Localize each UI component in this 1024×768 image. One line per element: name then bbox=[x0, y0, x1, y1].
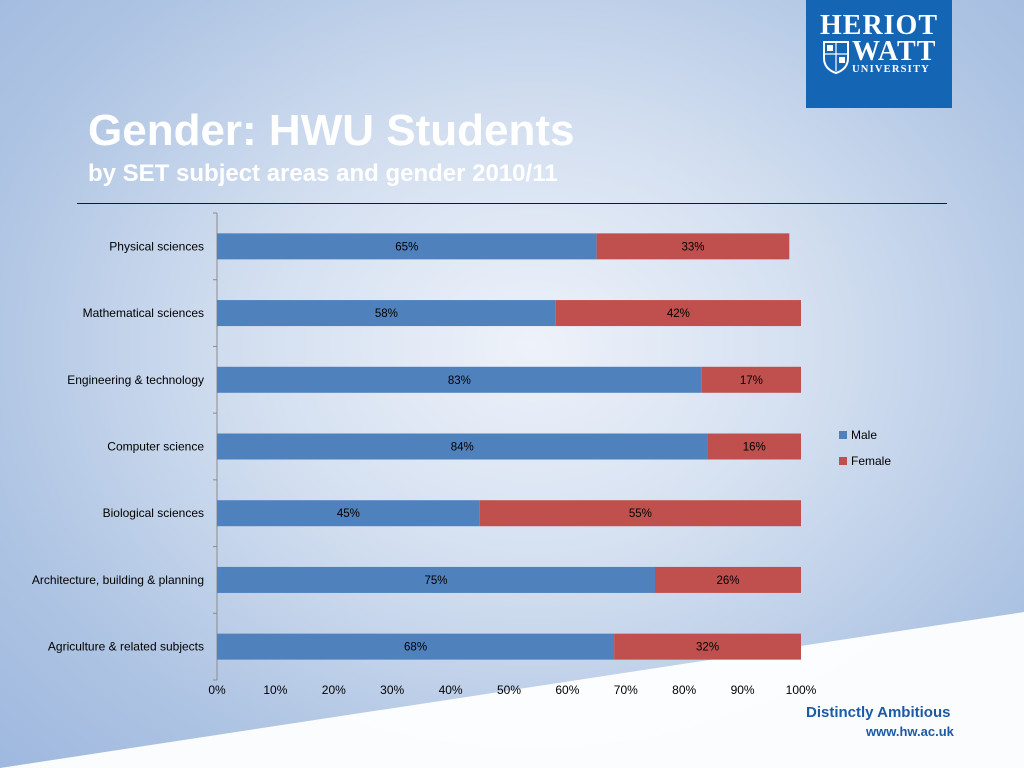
data-label-male: 68% bbox=[404, 642, 427, 654]
logo-text-line1: HERIOT bbox=[819, 10, 939, 41]
bar-female bbox=[701, 366, 801, 393]
x-tick-label: 50% bbox=[497, 683, 521, 697]
title-divider bbox=[77, 203, 947, 204]
logo-text-line3: UNIVERSITY bbox=[852, 64, 930, 75]
data-label-female: 55% bbox=[629, 508, 652, 520]
x-tick-label: 60% bbox=[555, 683, 579, 697]
bar-male bbox=[217, 633, 615, 660]
category-label: Engineering & technology bbox=[67, 373, 204, 387]
data-label-female: 32% bbox=[696, 642, 719, 654]
x-tick-label: 100% bbox=[786, 683, 817, 697]
bar-male bbox=[217, 233, 597, 260]
data-label-female: 42% bbox=[667, 308, 690, 320]
legend-swatch-female bbox=[839, 457, 847, 465]
x-tick-label: 90% bbox=[731, 683, 755, 697]
x-tick-label: 70% bbox=[614, 683, 638, 697]
x-tick-label: 20% bbox=[322, 683, 346, 697]
category-label: Mathematical sciences bbox=[83, 306, 204, 320]
data-label-male: 83% bbox=[448, 375, 471, 387]
category-label: Physical sciences bbox=[109, 239, 204, 253]
x-tick-label: 40% bbox=[439, 683, 463, 697]
heriot-watt-logo: HERIOT WATT UNIVERSITY bbox=[806, 0, 952, 108]
data-label-female: 16% bbox=[743, 442, 766, 454]
bar-female bbox=[596, 233, 790, 260]
x-tick-label: 0% bbox=[208, 683, 226, 697]
x-tick-label: 30% bbox=[380, 683, 404, 697]
data-label-male: 75% bbox=[424, 575, 447, 587]
category-label: Architecture, building & planning bbox=[32, 573, 204, 587]
bar-male bbox=[217, 500, 480, 527]
stacked-bar-chart: Physical sciences 65% 33% Mathematical scie… bbox=[32, 212, 891, 697]
bar-male bbox=[217, 566, 655, 593]
data-label-male: 58% bbox=[375, 308, 398, 320]
footer-tagline: Distinctly Ambitious bbox=[806, 704, 951, 721]
slide-title: Gender: HWU Students bbox=[88, 106, 575, 155]
bar-female bbox=[655, 566, 801, 593]
logo-text-line2: WATT bbox=[852, 36, 937, 67]
data-label-male: 84% bbox=[451, 442, 474, 454]
bar-male bbox=[217, 300, 556, 327]
bar-female bbox=[555, 300, 801, 327]
data-label-male: 65% bbox=[395, 241, 418, 253]
category-label: Computer science bbox=[107, 440, 204, 454]
legend-swatch-male bbox=[839, 431, 847, 439]
data-label-female: 33% bbox=[681, 241, 704, 253]
bar-female bbox=[614, 633, 801, 660]
footer-url[interactable]: www.hw.ac.uk bbox=[866, 724, 954, 739]
slide-subtitle: by SET subject areas and gender 2010/11 bbox=[88, 160, 558, 187]
category-label: Agriculture & related subjects bbox=[48, 640, 204, 654]
legend-label-male: Male bbox=[851, 428, 877, 442]
category-label: Biological sciences bbox=[103, 506, 204, 520]
legend-label-female: Female bbox=[851, 454, 891, 468]
x-tick-label: 10% bbox=[263, 683, 287, 697]
x-tick-label: 80% bbox=[672, 683, 696, 697]
bar-male bbox=[217, 433, 708, 460]
bar-female bbox=[479, 500, 801, 527]
data-label-female: 17% bbox=[740, 375, 763, 387]
crest-icon bbox=[823, 41, 849, 74]
data-label-male: 45% bbox=[337, 508, 360, 520]
bar-male bbox=[217, 366, 702, 393]
bar-female bbox=[707, 433, 801, 460]
data-label-female: 26% bbox=[716, 575, 739, 587]
